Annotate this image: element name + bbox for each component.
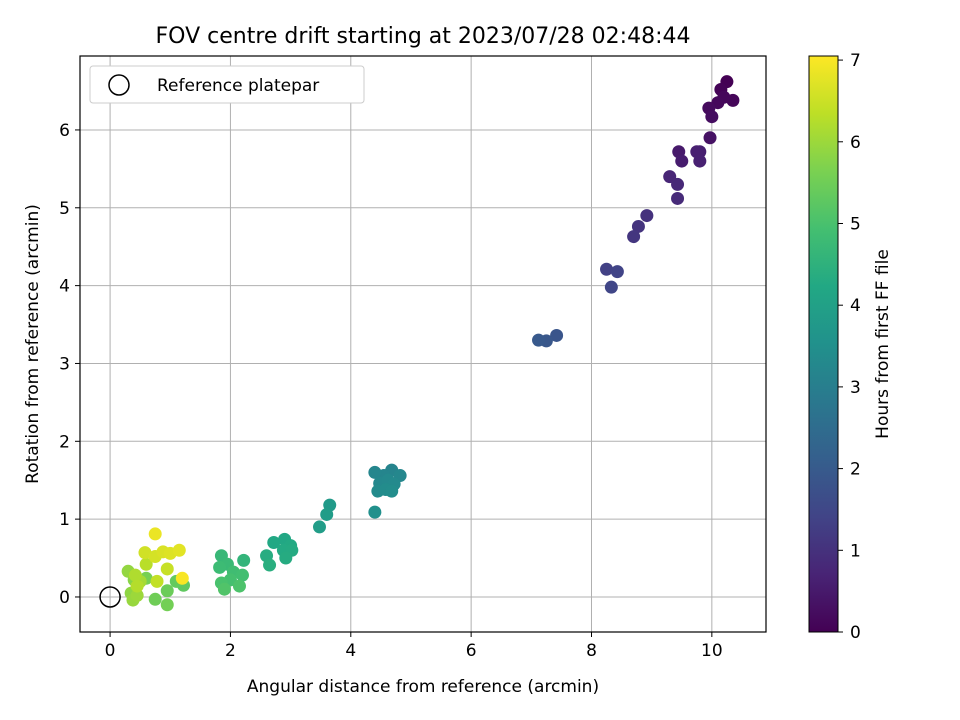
data-point xyxy=(160,584,174,598)
x-tick-label: 2 xyxy=(225,641,236,661)
colorbar-tick-label: 0 xyxy=(850,623,861,643)
x-axis-ticks: 0 2 4 6 8 10 xyxy=(105,632,723,661)
data-point xyxy=(320,507,334,521)
colorbar-gradient xyxy=(808,55,839,633)
data-point xyxy=(703,131,717,145)
data-point xyxy=(627,230,641,244)
data-point xyxy=(610,265,624,279)
data-point xyxy=(148,527,162,541)
legend-reference-marker xyxy=(108,74,130,96)
data-point xyxy=(640,209,654,223)
y-tick-label: 6 xyxy=(59,121,70,141)
x-tick-label: 6 xyxy=(466,641,477,661)
data-point xyxy=(267,535,281,549)
data-point xyxy=(693,154,707,168)
legend-entry-label: Reference platepar xyxy=(157,76,319,96)
data-point xyxy=(671,191,685,205)
colorbar-tick-label: 5 xyxy=(850,214,861,234)
data-point xyxy=(235,568,249,582)
y-tick-label: 5 xyxy=(59,199,70,219)
y-tick-label: 1 xyxy=(59,510,70,530)
data-point xyxy=(160,598,174,612)
data-points xyxy=(99,75,740,612)
plot-frame xyxy=(79,55,767,633)
data-point xyxy=(128,568,142,582)
y-axis-ticks: 0 1 2 3 4 5 6 xyxy=(59,121,80,608)
data-point xyxy=(217,582,231,596)
data-point xyxy=(675,154,689,168)
data-point xyxy=(550,328,564,342)
data-point xyxy=(631,219,645,233)
data-point xyxy=(130,588,144,602)
data-point xyxy=(368,505,382,519)
colorbar-tick-label: 2 xyxy=(850,460,861,480)
y-tick-label: 0 xyxy=(59,588,70,608)
colorbar-tick-label: 3 xyxy=(850,378,861,398)
colorbar-tick-label: 1 xyxy=(850,541,861,561)
data-point xyxy=(312,520,326,534)
data-point xyxy=(150,574,164,588)
data-point xyxy=(175,571,189,585)
data-point xyxy=(139,557,153,571)
data-point xyxy=(172,543,186,557)
y-tick-label: 3 xyxy=(59,354,70,374)
colorbar-tick-label: 4 xyxy=(850,296,861,316)
data-point xyxy=(138,546,152,560)
colorbar-ticks: 0 1 2 3 4 5 6 7 xyxy=(838,51,861,643)
data-point xyxy=(160,562,174,576)
colorbar-label: Hours from first FF file xyxy=(873,249,893,439)
data-point xyxy=(148,592,162,606)
y-tick-label: 4 xyxy=(59,277,70,297)
legend: Reference platepar xyxy=(89,65,365,104)
grid-lines xyxy=(80,56,766,632)
data-point xyxy=(368,465,382,479)
reference-platepar-marker xyxy=(99,586,121,608)
x-tick-label: 8 xyxy=(586,641,597,661)
data-point xyxy=(263,558,277,572)
colorbar: 0 1 2 3 4 5 6 7 Hours from first FF file xyxy=(808,51,893,643)
x-tick-label: 10 xyxy=(701,641,723,661)
data-point xyxy=(671,177,685,191)
data-point xyxy=(604,280,618,294)
data-point xyxy=(385,484,399,498)
data-point xyxy=(232,579,246,593)
data-point xyxy=(213,560,227,574)
chart-title: FOV centre drift starting at 2023/07/28 … xyxy=(156,24,691,49)
colorbar-tick-label: 7 xyxy=(850,51,861,71)
x-tick-label: 0 xyxy=(105,641,116,661)
data-point xyxy=(600,262,614,276)
colorbar-tick-label: 6 xyxy=(850,133,861,153)
data-point xyxy=(279,551,293,565)
data-point xyxy=(237,553,251,567)
data-point xyxy=(130,579,144,593)
y-axis-label: Rotation from reference (arcmin) xyxy=(23,204,43,484)
y-tick-label: 2 xyxy=(59,432,70,452)
data-point xyxy=(705,110,719,124)
x-axis-label: Angular distance from reference (arcmin) xyxy=(247,677,599,697)
legend-box xyxy=(89,65,365,104)
data-point xyxy=(532,333,546,347)
x-tick-label: 4 xyxy=(345,641,356,661)
